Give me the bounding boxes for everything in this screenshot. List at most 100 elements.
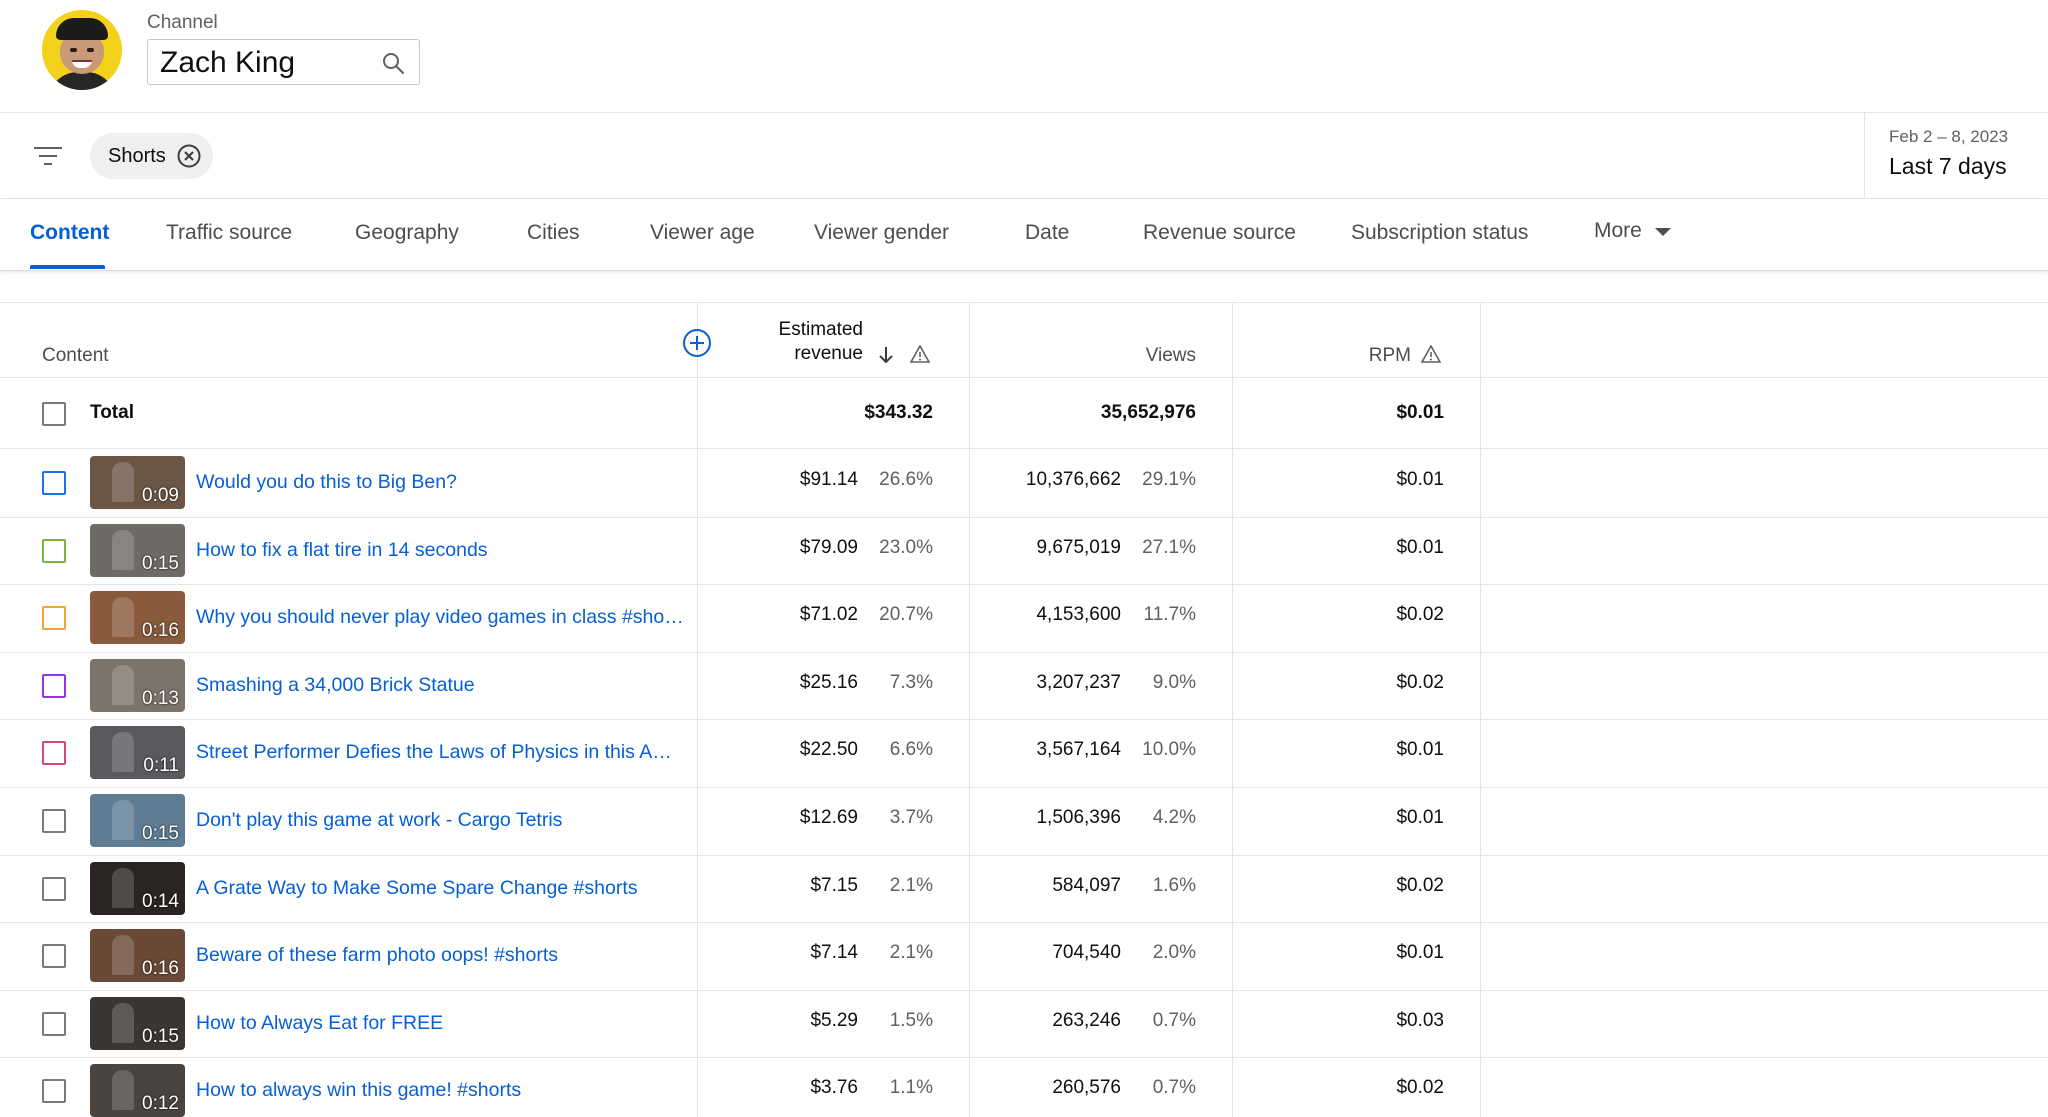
row-views-pct: 9.0% xyxy=(1152,672,1196,693)
table-row[interactable]: 0:11 Street Performer Defies the Laws of … xyxy=(0,719,2048,787)
video-title-link[interactable]: How to fix a flat tire in 14 seconds xyxy=(196,539,488,561)
date-range-picker[interactable]: Feb 2 – 8, 2023 Last 7 days xyxy=(1864,113,2048,199)
table-row[interactable]: 0:15 Don't play this game at work - Cargo… xyxy=(0,787,2048,855)
video-title-link[interactable]: Don't play this game at work - Cargo Tet… xyxy=(196,809,563,831)
row-checkbox[interactable] xyxy=(42,606,66,630)
filter-chip-label: Shorts xyxy=(108,145,166,167)
video-title-link[interactable]: Smashing a 34,000 Brick Statue xyxy=(196,674,475,696)
tab-viewer-age[interactable]: Viewer age xyxy=(650,221,755,244)
video-title-link[interactable]: How to Always Eat for FREE xyxy=(196,1012,444,1034)
row-checkbox[interactable] xyxy=(42,1079,66,1103)
channel-name-input[interactable]: Zach King xyxy=(160,46,296,79)
table-row[interactable]: 0:15 How to fix a flat tire in 14 seconds… xyxy=(0,517,2048,585)
tab-traffic-source[interactable]: Traffic source xyxy=(166,221,293,244)
video-thumbnail[interactable]: 0:16 xyxy=(90,591,185,644)
video-thumbnail[interactable]: 0:13 xyxy=(90,659,185,712)
video-thumbnail[interactable]: 0:15 xyxy=(90,794,185,847)
video-thumbnail[interactable]: 0:15 xyxy=(90,997,185,1050)
video-duration: 0:12 xyxy=(142,1093,179,1114)
video-title-link[interactable]: Why you should never play video games in… xyxy=(196,606,684,628)
row-revenue: $25.16 xyxy=(799,672,858,693)
video-thumbnail[interactable]: 0:11 xyxy=(90,726,185,779)
video-duration: 0:16 xyxy=(142,958,179,979)
video-title-link[interactable]: How to always win this game! #shorts xyxy=(196,1079,522,1101)
row-checkbox[interactable] xyxy=(42,539,66,563)
tab-revenue-source[interactable]: Revenue source xyxy=(1143,221,1296,244)
video-duration: 0:13 xyxy=(142,688,179,709)
row-rpm: $0.01 xyxy=(1396,942,1444,963)
channel-avatar[interactable] xyxy=(42,10,122,90)
video-thumbnail[interactable]: 0:12 xyxy=(90,1064,185,1117)
row-views: 263,246 xyxy=(1052,1010,1121,1031)
row-views: 704,540 xyxy=(1052,942,1121,963)
video-duration: 0:14 xyxy=(142,891,179,912)
table-row[interactable]: 0:09 Would you do this to Big Ben? $91.14 2… xyxy=(0,449,2048,517)
table-row[interactable]: 0:12 How to always win this game! #shorts… xyxy=(0,1057,2048,1117)
row-revenue: $79.09 xyxy=(799,537,858,558)
column-header-views[interactable]: Views xyxy=(1145,345,1196,366)
video-thumbnail[interactable]: 0:15 xyxy=(90,524,185,577)
tab-date[interactable]: Date xyxy=(1025,221,1070,244)
warning-icon[interactable] xyxy=(910,345,930,363)
row-checkbox[interactable] xyxy=(42,741,66,765)
total-checkbox[interactable] xyxy=(42,402,66,426)
table-row[interactable]: 0:14 A Grate Way to Make Some Spare Chang… xyxy=(0,855,2048,923)
row-revenue-pct: 2.1% xyxy=(889,875,933,896)
table-row[interactable]: 0:15 How to Always Eat for FREE $5.29 1.5% 2… xyxy=(0,990,2048,1058)
filter-icon[interactable] xyxy=(34,144,62,168)
row-revenue-pct: 23.0% xyxy=(879,537,933,558)
tab-content[interactable]: Content xyxy=(30,221,110,244)
row-views-pct: 1.6% xyxy=(1152,875,1196,896)
row-rpm: $0.02 xyxy=(1396,1077,1444,1098)
row-rpm: $0.02 xyxy=(1396,604,1444,625)
video-thumbnail[interactable]: 0:16 xyxy=(90,929,185,982)
row-views: 260,576 xyxy=(1052,1077,1121,1098)
video-thumbnail[interactable]: 0:14 xyxy=(90,862,185,915)
row-revenue-pct: 3.7% xyxy=(889,807,933,828)
row-rpm: $0.01 xyxy=(1396,739,1444,760)
video-title-link[interactable]: A Grate Way to Make Some Spare Change #s… xyxy=(196,877,638,899)
filter-chip-shorts[interactable]: Shorts xyxy=(90,133,213,179)
row-revenue-pct: 7.3% xyxy=(889,672,933,693)
row-checkbox[interactable] xyxy=(42,809,66,833)
add-circle-icon[interactable] xyxy=(682,328,712,358)
table-row[interactable]: 0:16 Why you should never play video game… xyxy=(0,584,2048,652)
row-checkbox[interactable] xyxy=(42,1012,66,1036)
video-title-link[interactable]: Street Performer Defies the Laws of Phys… xyxy=(196,741,684,763)
video-title-link[interactable]: Would you do this to Big Ben? xyxy=(196,471,457,493)
column-header-rpm[interactable]: RPM xyxy=(1368,345,1411,366)
row-checkbox[interactable] xyxy=(42,877,66,901)
column-header-revenue-line2[interactable]: revenue xyxy=(794,343,863,364)
column-header-revenue-line1[interactable]: Estimated xyxy=(778,319,863,340)
arrow-down-icon[interactable] xyxy=(877,345,895,365)
table-row[interactable]: 0:16 Beware of these farm photo oops! #sh… xyxy=(0,922,2048,990)
row-views-pct: 29.1% xyxy=(1142,469,1196,490)
table-row-total: Total $343.32 35,652,976 $0.01 xyxy=(0,378,2048,448)
dimension-tabs: Content Traffic source Geography Cities … xyxy=(0,199,2048,271)
close-circle-icon[interactable] xyxy=(176,143,202,169)
row-revenue: $71.02 xyxy=(799,604,858,625)
tab-geography[interactable]: Geography xyxy=(355,221,459,244)
tab-cities[interactable]: Cities xyxy=(527,221,580,244)
channel-header: Channel Zach King xyxy=(0,0,2048,113)
active-tab-indicator xyxy=(30,265,105,269)
row-revenue: $7.14 xyxy=(810,942,858,963)
channel-search-box[interactable]: Zach King xyxy=(147,39,420,85)
row-views: 9,675,019 xyxy=(1036,537,1121,558)
video-thumbnail[interactable]: 0:09 xyxy=(90,456,185,509)
caret-down-icon[interactable] xyxy=(1655,228,1671,236)
total-revenue: $343.32 xyxy=(864,402,933,423)
video-title-link[interactable]: Beware of these farm photo oops! #shorts xyxy=(196,944,559,966)
tab-more[interactable]: More xyxy=(1594,219,1642,242)
row-checkbox[interactable] xyxy=(42,944,66,968)
tab-viewer-gender[interactable]: Viewer gender xyxy=(814,221,950,244)
search-icon[interactable] xyxy=(381,51,405,75)
row-revenue: $22.50 xyxy=(799,739,858,760)
row-views-pct: 10.0% xyxy=(1142,739,1196,760)
warning-icon[interactable] xyxy=(1421,345,1441,363)
table-row[interactable]: 0:13 Smashing a 34,000 Brick Statue $25.16… xyxy=(0,652,2048,720)
tab-subscription-status[interactable]: Subscription status xyxy=(1351,221,1529,244)
row-checkbox[interactable] xyxy=(42,471,66,495)
row-checkbox[interactable] xyxy=(42,674,66,698)
column-header-content[interactable]: Content xyxy=(42,345,109,366)
